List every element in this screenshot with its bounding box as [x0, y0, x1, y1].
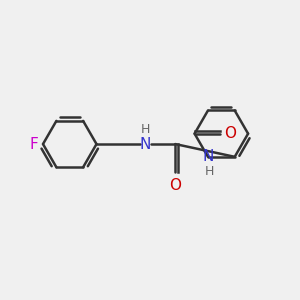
- Text: N: N: [202, 149, 214, 164]
- Text: H: H: [205, 165, 214, 178]
- Text: O: O: [169, 178, 181, 193]
- Text: H: H: [141, 123, 150, 136]
- Text: N: N: [140, 136, 151, 152]
- Text: O: O: [224, 126, 236, 141]
- Text: F: F: [30, 136, 38, 152]
